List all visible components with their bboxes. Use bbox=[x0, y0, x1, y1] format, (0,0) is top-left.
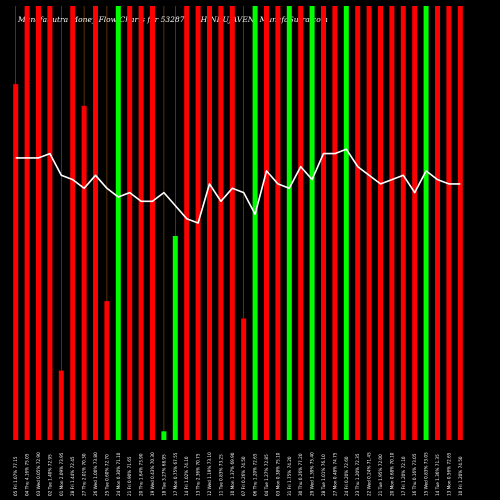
x-tick-label: 20 Thu 1.64% 73.90 bbox=[139, 453, 144, 496]
x-tick-label: 04 Thu 4.16% 75.05 bbox=[25, 453, 30, 496]
bar-mark bbox=[104, 301, 110, 440]
x-tick-label: 24 Mon 0.30% 71.10 bbox=[116, 452, 121, 496]
bar-mark bbox=[229, 6, 235, 440]
bar-mark bbox=[161, 431, 167, 440]
x-tick-label: 10 Fri 1.20% 74.50 bbox=[458, 456, 463, 496]
bar-mark bbox=[264, 6, 269, 440]
x-tick-label: 01 Mon 2.09% 73.95 bbox=[59, 452, 64, 496]
bar-mark bbox=[13, 84, 19, 441]
bar-mark bbox=[241, 318, 247, 440]
bar-mark bbox=[36, 6, 41, 440]
bar-mark bbox=[47, 6, 53, 440]
bar-mark bbox=[138, 6, 144, 440]
chart-title: MunafaSutra Money Flow Charts for 532870… bbox=[18, 15, 488, 24]
x-tick-label: 26 Wed 1.00% 73.80 bbox=[93, 452, 98, 496]
x-tick-label: 12 Wed 1.19% 73.10 bbox=[207, 452, 212, 496]
bar-mark bbox=[366, 6, 372, 440]
x-tick-label: 23 Thu 1.20% 72.35 bbox=[355, 453, 360, 496]
chart-title-right: (HINDUJAVEN) MunafaSutra.com bbox=[197, 15, 328, 24]
bar-mark bbox=[298, 6, 304, 440]
bar-mark bbox=[355, 6, 361, 440]
x-tick-label: 14 Tue 1.36% 71.35 bbox=[435, 454, 440, 496]
bar-mark bbox=[321, 6, 326, 440]
x-tick-label: 30 Thu 0.26% 77.20 bbox=[298, 453, 303, 496]
bar-mark bbox=[184, 6, 190, 440]
x-tick-label: 24 Fri 0.20% 72.60 bbox=[344, 456, 349, 496]
bar-mark bbox=[309, 6, 315, 440]
x-tick-label: 03 Wed 0.05% 72.90 bbox=[36, 452, 41, 496]
line-series bbox=[15, 148, 461, 224]
bar-mark bbox=[457, 6, 463, 440]
x-tick-label: 29 Wed 1.39% 75.40 bbox=[310, 452, 315, 496]
bar-mark bbox=[218, 6, 224, 440]
bar-mark bbox=[252, 6, 258, 440]
x-tick-label: 19 Wed 0.43% 70.30 bbox=[150, 452, 155, 496]
bar-mark bbox=[58, 370, 64, 440]
x-tick-label: 20 Mon 0.68% 70.10 bbox=[389, 452, 394, 496]
x-tick-label: 07 Fri 0.26% 74.50 bbox=[241, 456, 246, 496]
bar-mark bbox=[423, 6, 429, 440]
bar-mark bbox=[389, 6, 395, 440]
x-tick-label: 11 Tue 0.83% 73.25 bbox=[218, 454, 223, 496]
bar-mark bbox=[332, 6, 338, 440]
bar-mark bbox=[24, 6, 30, 440]
x-tick-label: 02 Tue 1.40% 72.95 bbox=[47, 454, 52, 496]
bar-mark bbox=[150, 6, 155, 440]
bar-mark bbox=[172, 236, 178, 440]
bar-mark bbox=[412, 6, 418, 440]
bar-mark bbox=[207, 6, 212, 440]
bar-mark bbox=[378, 6, 383, 440]
x-tick-label: 15 Wed 0.83% 73.05 bbox=[424, 452, 429, 496]
bar-mark bbox=[70, 6, 76, 440]
x-tick-label: 03 Mon 0.38% 75.10 bbox=[275, 452, 280, 496]
x-tick-label: 05 Fri 1.07% 77.15 bbox=[13, 456, 18, 496]
x-tick-label: 22 Wed 0.24% 71.45 bbox=[367, 452, 372, 496]
bar-mark bbox=[93, 6, 98, 440]
price-line bbox=[15, 148, 461, 224]
x-tick-label: 27 Thu 2.01% 70.30 bbox=[82, 453, 87, 496]
bar-mark bbox=[286, 6, 292, 440]
x-tick-label: 13 Thu 2.36% 70.75 bbox=[196, 453, 201, 496]
x-tick-label: 25 Tue 0.60% 72.70 bbox=[104, 454, 109, 496]
x-tick-labels: 05 Fri 1.07% 77.15 04 Thu 4.16% 75.05 03 W… bbox=[13, 452, 463, 496]
chart-title-left: MunafaSutra Money Flow Charts for 532870 bbox=[18, 15, 190, 24]
x-tick-label: 04 Tue 1.27% 72.85 bbox=[264, 454, 269, 496]
x-tick-label: 06 Thu 1.20% 72.65 bbox=[253, 453, 258, 496]
bar-mark bbox=[115, 6, 121, 440]
bar-mark bbox=[400, 6, 406, 440]
x-tick-label: 21 Tue 1.95% 72.00 bbox=[378, 454, 383, 496]
x-tick-label: 28 Fri 1.44% 72.45 bbox=[70, 456, 75, 496]
x-tick-label: 17 Fri 1.20% 72.10 bbox=[401, 456, 406, 496]
x-tick-label: 13 Mon 0.56% 72.65 bbox=[446, 452, 451, 496]
bar-mark bbox=[275, 6, 281, 440]
x-tick-label: 27 Mon 0.48% 74.75 bbox=[332, 452, 337, 496]
x-tick-label: 21 Fri 0.90% 71.65 bbox=[127, 456, 132, 496]
x-tick-label: 17 Mon 0.75% 67.55 bbox=[173, 452, 178, 496]
x-tick-label: 18 Tue 3.27% 68.95 bbox=[161, 454, 166, 496]
x-tick-label: 16 Thu 0.16% 73.05 bbox=[412, 453, 417, 496]
x-tick-label: 10 Mon 1.37% 69.90 bbox=[230, 452, 235, 496]
x-tick-label: 31 Fri 1.75% 74.20 bbox=[287, 456, 292, 496]
bar-mark bbox=[343, 6, 349, 440]
bar-mark bbox=[446, 6, 452, 440]
bar-mark bbox=[435, 6, 440, 440]
bar-mark bbox=[127, 6, 133, 440]
bar-mark bbox=[81, 105, 87, 440]
x-tick-label: 28 Tue 1.01% 76.10 bbox=[321, 454, 326, 496]
bar-series bbox=[13, 6, 463, 441]
x-tick-label: 14 Fri 1.02% 74.10 bbox=[184, 456, 189, 496]
